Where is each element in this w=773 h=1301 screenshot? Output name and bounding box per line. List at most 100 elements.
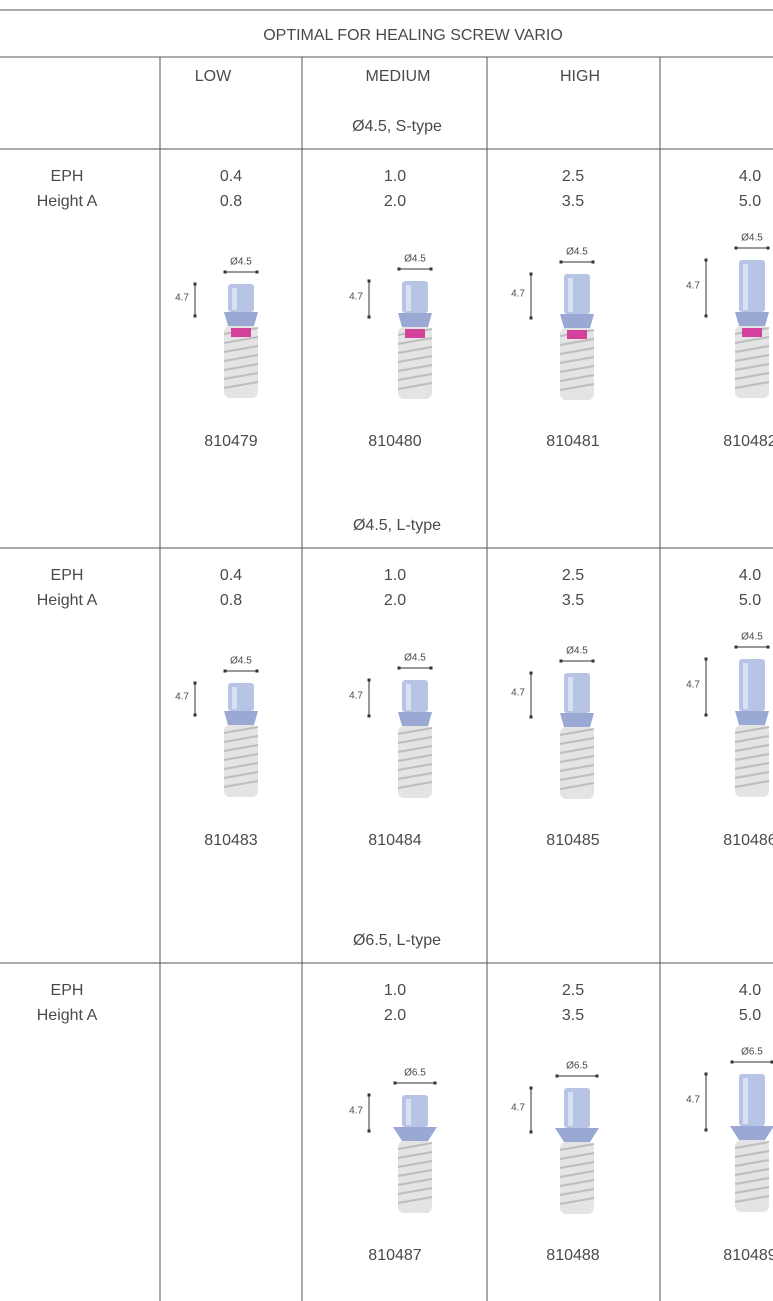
diameter-label: Ø4.5: [230, 656, 252, 667]
dimension-end: [555, 1074, 559, 1078]
cell: 2.5 3.5 Ø6.5 4.7 810488: [511, 982, 600, 1264]
dimension-end: [397, 267, 401, 271]
height-label: 4.7: [511, 1103, 525, 1114]
abutment-shade: [406, 684, 411, 710]
product-code: 810481: [546, 433, 599, 450]
dimension-end: [529, 1086, 533, 1090]
value: 0.8: [220, 592, 242, 609]
dimension-end: [559, 659, 563, 663]
row-label: Height A: [37, 1007, 98, 1024]
value: 2.5: [562, 567, 584, 584]
implant-body: [560, 727, 594, 799]
height-label: 4.7: [686, 1095, 700, 1106]
value: 5.0: [739, 592, 761, 609]
value: 4.0: [739, 982, 761, 999]
thread: [223, 771, 259, 779]
thread: [734, 735, 770, 743]
cell: 1.0 2.0 Ø4.5 4.7 810484: [349, 567, 433, 849]
thread: [397, 1142, 433, 1150]
diameter-label: Ø4.5: [230, 257, 252, 268]
value: 2.0: [384, 193, 406, 210]
product-code: 810487: [368, 1247, 421, 1264]
thread: [223, 336, 259, 344]
abutment-shade: [743, 1078, 748, 1124]
thread: [734, 780, 770, 788]
abutment-shade: [232, 288, 237, 310]
dimension-end: [433, 1081, 437, 1085]
thread: [559, 746, 595, 754]
thread: [734, 336, 770, 344]
cell: 4.0 5.0 Ø4.5 4.7 810486: [686, 567, 773, 849]
thread: [397, 763, 433, 771]
thread: [734, 345, 770, 353]
thread: [223, 762, 259, 770]
dimension-end: [529, 671, 533, 675]
thread: [223, 363, 259, 371]
implant-body: [398, 327, 432, 399]
dimension-end: [591, 260, 595, 264]
thread: [559, 737, 595, 745]
thread: [397, 1187, 433, 1195]
marker: [231, 328, 251, 337]
collar: [393, 1127, 437, 1141]
value: 0.4: [220, 567, 242, 584]
thread: [559, 764, 595, 772]
dimension-end: [559, 260, 563, 264]
abutment-shade: [743, 663, 748, 709]
marker: [405, 329, 425, 338]
abutment: [402, 281, 428, 313]
value: 3.5: [562, 592, 584, 609]
implant-body: [735, 725, 769, 797]
dimension-end: [704, 314, 708, 318]
value: 5.0: [739, 193, 761, 210]
thread: [397, 781, 433, 789]
thread: [734, 744, 770, 752]
thread: [397, 1196, 433, 1204]
row-label: Height A: [37, 592, 98, 609]
abutment: [402, 1095, 428, 1127]
thread: [559, 782, 595, 790]
product-code: 810485: [546, 832, 599, 849]
thread: [223, 354, 259, 362]
thread: [397, 346, 433, 354]
diameter-label: Ø6.5: [741, 1047, 763, 1058]
thread: [559, 356, 595, 364]
thread: [559, 1179, 595, 1187]
height-label: 4.7: [511, 688, 525, 699]
thread: [223, 780, 259, 788]
cell: 4.0 5.0 Ø4.5 4.7 810482: [686, 168, 773, 450]
dimension-end: [193, 282, 197, 286]
value: 2.5: [562, 982, 584, 999]
dimension-end: [193, 713, 197, 717]
thread: [397, 1160, 433, 1168]
abutment-shade: [568, 1092, 573, 1126]
implant-body: [560, 1142, 594, 1214]
thread: [223, 744, 259, 752]
value: 2.5: [562, 168, 584, 185]
thread: [397, 373, 433, 381]
height-label: 4.7: [175, 692, 189, 703]
column-header: LOW: [195, 68, 232, 85]
thread: [734, 1195, 770, 1203]
abutment: [739, 659, 765, 711]
collar: [730, 1126, 773, 1140]
thread: [223, 726, 259, 734]
cell: 4.0 5.0 Ø6.5 4.7 810489: [686, 982, 773, 1264]
thread: [223, 372, 259, 380]
value: 4.0: [739, 168, 761, 185]
section-label: Ø4.5, S-type: [352, 118, 442, 135]
thread: [397, 355, 433, 363]
collar: [555, 1128, 599, 1142]
thread: [397, 1151, 433, 1159]
thread: [734, 1150, 770, 1158]
thread: [397, 337, 433, 345]
diameter-label: Ø4.5: [404, 254, 426, 265]
implant-body: [560, 328, 594, 400]
collar: [560, 314, 594, 328]
dimension-end: [730, 1060, 734, 1064]
height-label: 4.7: [175, 293, 189, 304]
diameter-label: Ø4.5: [741, 632, 763, 643]
thread: [734, 1141, 770, 1149]
thread: [397, 382, 433, 390]
